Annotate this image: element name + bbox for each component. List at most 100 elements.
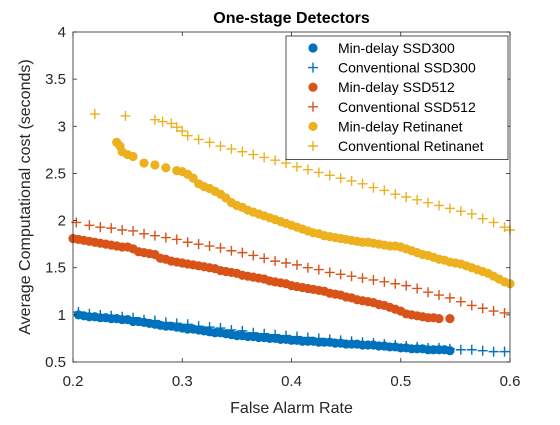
legend-marker-plus (308, 62, 318, 73)
data-point-plus (171, 234, 182, 245)
data-point-plus (193, 321, 204, 332)
legend-marker-dot (308, 43, 318, 53)
data-point-plus (193, 134, 204, 145)
data-point-plus (182, 319, 193, 330)
data-point-plus (270, 256, 281, 267)
data-marks (68, 109, 515, 357)
data-point-plus (379, 276, 390, 287)
legend-box (285, 35, 509, 160)
legend-label: Min-delay SSD512 (338, 79, 455, 95)
data-point-plus (466, 344, 477, 355)
legend-marker-dot (308, 121, 318, 131)
data-point-plus (215, 323, 226, 334)
data-point-plus (117, 225, 128, 235)
data-point-plus (204, 137, 215, 148)
x-tick-label: 0.4 (281, 373, 302, 390)
data-point-plus (357, 337, 368, 348)
data-point-plus (302, 262, 313, 273)
data-point-plus (204, 322, 215, 333)
legend-label: Min-delay SSD300 (338, 40, 455, 56)
data-point-dot (434, 314, 444, 324)
data-point-plus (270, 155, 281, 166)
data-point-dot (161, 163, 171, 173)
data-point-plus (488, 306, 499, 317)
data-point-plus (324, 267, 335, 278)
y-tick-label: 2 (58, 213, 66, 230)
data-point-plus (237, 325, 248, 336)
data-point-plus (368, 338, 379, 349)
data-point-plus (499, 307, 510, 318)
data-point-plus (281, 330, 292, 341)
data-point-plus (444, 292, 455, 303)
data-point-plus (259, 152, 270, 163)
data-point-plus (335, 173, 346, 184)
data-point-plus (182, 130, 193, 141)
data-point-plus (346, 271, 357, 282)
data-point-plus (488, 217, 499, 228)
data-point-plus (433, 290, 444, 301)
data-point-plus (335, 269, 346, 280)
y-tick-label: 1 (58, 307, 66, 324)
data-point-plus (477, 213, 488, 224)
y-tick-label: 3 (58, 118, 66, 135)
data-point-plus (455, 344, 466, 355)
data-point-plus (423, 197, 434, 208)
x-tick-label: 0.6 (500, 373, 521, 390)
data-point-plus (120, 110, 131, 121)
data-point-plus (226, 245, 237, 256)
series-1-points (73, 307, 510, 357)
data-point-plus (455, 296, 466, 307)
data-point-plus (477, 345, 488, 356)
data-point-dot (139, 158, 149, 168)
data-point-plus (368, 182, 379, 193)
data-point-plus (157, 116, 168, 127)
data-point-plus (379, 339, 390, 350)
data-point-plus (270, 329, 281, 340)
data-point-dot (128, 151, 138, 162)
data-point-plus (117, 311, 128, 322)
data-point-plus (84, 308, 95, 319)
data-point-plus (423, 287, 434, 298)
data-point-plus (488, 346, 499, 357)
data-point-dot (150, 160, 160, 170)
x-tick-label: 0.5 (390, 373, 411, 390)
data-point-plus (149, 114, 160, 125)
data-point-plus (171, 122, 182, 133)
data-point-plus (466, 208, 477, 219)
data-point-plus (324, 334, 335, 345)
data-point-plus (390, 340, 401, 351)
data-point-plus (248, 250, 259, 261)
data-point-plus (106, 223, 117, 234)
x-tick-label: 0.2 (63, 373, 84, 390)
data-point-plus (444, 203, 455, 214)
data-point-plus (106, 310, 117, 321)
data-point-plus (357, 273, 368, 284)
data-point-plus (95, 222, 106, 233)
data-point-plus (171, 318, 182, 329)
data-point-plus (401, 280, 412, 291)
data-point-plus (477, 303, 488, 314)
data-point-plus (433, 342, 444, 353)
legend-marker-plus (308, 101, 318, 112)
data-point-plus (259, 328, 270, 339)
data-point-plus (499, 222, 510, 233)
data-point-plus (401, 192, 412, 202)
legend-marker-dot (308, 82, 318, 92)
data-point-plus (313, 333, 324, 344)
series-4-points (112, 137, 515, 289)
data-point-plus (248, 327, 259, 338)
data-point-plus (149, 315, 160, 326)
data-point-plus (390, 189, 401, 200)
data-point-plus (368, 274, 379, 285)
data-point-plus (166, 118, 177, 129)
data-point-plus (237, 146, 248, 157)
data-point-plus (160, 317, 171, 328)
chart-title: One-stage Detectors (213, 10, 370, 27)
data-point-plus (455, 206, 466, 217)
data-point-dot (445, 314, 455, 324)
data-point-plus (128, 225, 139, 236)
legend-label: Conventional SSD512 (338, 99, 476, 115)
data-point-plus (139, 314, 150, 325)
data-point-plus (313, 167, 324, 178)
data-point-plus (466, 300, 477, 311)
